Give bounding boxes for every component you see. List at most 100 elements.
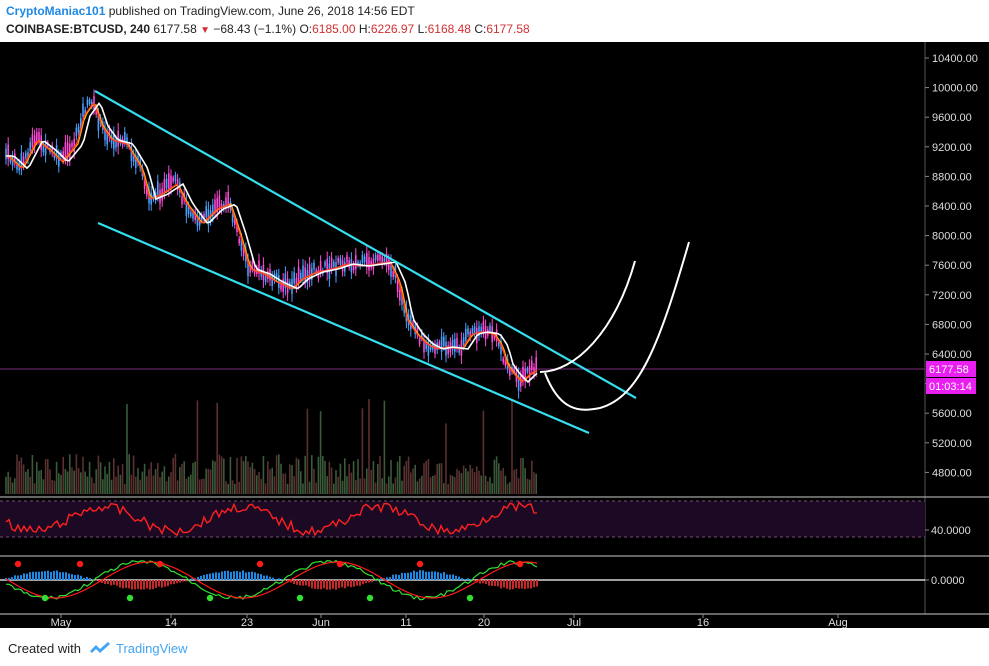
histogram-bar: [512, 580, 514, 590]
candle-body: [350, 258, 353, 273]
volume-bar: [460, 473, 463, 494]
osc-cross-dot: [466, 594, 474, 602]
candle-body: [66, 142, 69, 159]
histogram-bar: [326, 580, 328, 590]
volume-bar: [350, 472, 353, 494]
histogram-bar: [473, 580, 475, 582]
time-axis-label: 20: [478, 617, 490, 628]
candle-body: [75, 127, 78, 137]
histogram-bar: [515, 580, 517, 588]
histogram-bar: [95, 580, 97, 582]
candle-body: [337, 257, 339, 263]
projection-curve-2[interactable]: [544, 241, 690, 411]
volume-bar: [242, 461, 245, 494]
candle-body: [95, 107, 97, 115]
candle-body: [425, 342, 427, 349]
histogram-bar: [227, 570, 229, 580]
histogram-bar: [59, 572, 61, 580]
volume-bar: [524, 468, 526, 494]
volume-bar: [513, 469, 515, 494]
candle-body: [368, 257, 370, 271]
volume-bar: [520, 457, 522, 494]
price-axis-label: 9600.00: [932, 112, 972, 124]
histogram-bar: [302, 580, 304, 586]
candle-body: [522, 366, 524, 380]
candle-body: [185, 201, 188, 216]
price-axis-label: 4800.00: [932, 467, 972, 479]
volume-bar: [262, 456, 265, 494]
open-value: 6185.00: [312, 22, 356, 36]
histogram-bar: [23, 573, 25, 580]
volume-bar: [429, 477, 432, 494]
histogram-bar: [8, 577, 10, 580]
volume-bar: [29, 476, 31, 494]
volume-bar: [458, 470, 460, 494]
candle-body: [440, 336, 443, 353]
candle-body: [192, 212, 194, 219]
volume-bar: [480, 475, 482, 494]
volume-bar: [374, 482, 377, 494]
volume-bar: [141, 471, 144, 494]
volume-bar: [77, 468, 80, 494]
histogram-bar: [116, 580, 118, 586]
projection-curve-1[interactable]: [539, 260, 636, 373]
histogram-bar: [260, 574, 262, 580]
histogram-bar: [329, 580, 331, 590]
histogram-bar: [230, 572, 232, 580]
channel-lower-line[interactable]: [97, 221, 590, 435]
histogram-bar: [281, 578, 283, 580]
time-axis-label: Jul: [567, 617, 581, 628]
histogram-bar: [14, 575, 16, 580]
volume-bar: [249, 466, 251, 494]
volume-bar: [82, 456, 84, 494]
volume-bar: [115, 476, 117, 494]
candle-body: [509, 367, 511, 376]
histogram-bar: [533, 580, 535, 588]
histogram-bar: [224, 570, 226, 580]
histogram-bar: [170, 580, 172, 585]
histogram-bar: [275, 578, 277, 580]
histogram-bar: [38, 571, 40, 580]
volume-bar: [515, 468, 518, 494]
volume-bar: [405, 460, 408, 494]
channel-upper-line[interactable]: [94, 90, 637, 399]
volume-bar: [14, 478, 16, 494]
volume-bar: [377, 464, 379, 494]
chart-area[interactable]: 10400.00 10000.00 9600.00 9200.00 8800.00 840…: [0, 42, 989, 629]
histogram-bar: [458, 576, 460, 580]
candle-body: [168, 173, 170, 190]
low-value: 6168.48: [427, 22, 471, 36]
candle-body: [302, 265, 304, 279]
volume-bar: [75, 454, 78, 494]
histogram-bar: [44, 571, 46, 580]
candle-body: [502, 358, 504, 363]
candle-body: [174, 174, 177, 182]
volume-bar: [473, 472, 476, 494]
volume-bar: [390, 459, 392, 494]
tradingview-brand-link[interactable]: TradingView: [116, 641, 188, 656]
rsi-line: [5, 501, 538, 537]
candle-body: [238, 238, 240, 244]
volume-bar: [44, 459, 47, 494]
volume-bar: [522, 457, 524, 494]
volume-bar: [253, 468, 256, 494]
candle-body: [517, 375, 520, 391]
histogram-bar: [368, 580, 370, 583]
histogram-bar: [482, 580, 484, 584]
histogram-bar: [371, 580, 373, 583]
histogram-bar: [80, 575, 82, 580]
volume-bar: [280, 463, 282, 494]
candle-body: [396, 280, 399, 292]
volume-bar: [533, 472, 535, 494]
volume-bar: [526, 478, 529, 494]
candle-body: [473, 326, 476, 334]
symbol-label[interactable]: COINBASE:BTCUSD, 240: [6, 22, 151, 36]
histogram-bar: [257, 573, 259, 580]
volume-bar: [16, 454, 18, 494]
tradingview-logo-icon[interactable]: [88, 639, 112, 660]
histogram-bar: [212, 572, 214, 580]
volume-bar: [498, 463, 500, 494]
candle-body: [124, 132, 126, 142]
author-link[interactable]: CryptoManiac101: [6, 4, 106, 18]
candle-body: [132, 153, 135, 162]
